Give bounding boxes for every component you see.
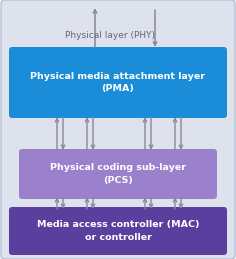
FancyBboxPatch shape (19, 149, 217, 199)
Text: Physical coding sub-layer
(PCS): Physical coding sub-layer (PCS) (50, 163, 186, 185)
Text: Physical media attachment layer
(PMA): Physical media attachment layer (PMA) (30, 72, 206, 93)
FancyBboxPatch shape (9, 207, 227, 255)
Text: Media access controller (MAC)
or controller: Media access controller (MAC) or control… (37, 220, 199, 242)
Text: Physical layer (PHY): Physical layer (PHY) (65, 32, 155, 40)
FancyBboxPatch shape (9, 47, 227, 118)
